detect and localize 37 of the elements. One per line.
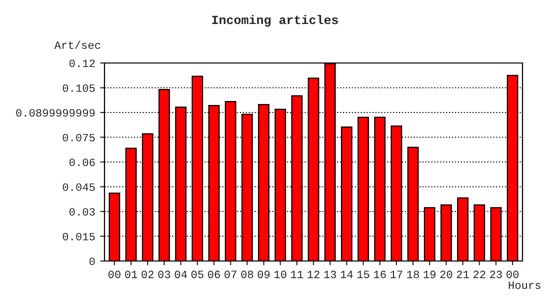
x-tick-label: 02 bbox=[142, 270, 154, 278]
y-tick-label: 0.015 bbox=[62, 232, 95, 240]
x-tick-label: 23 bbox=[490, 270, 502, 278]
x-tick-label: 05 bbox=[191, 270, 204, 278]
x-tick-label: 08 bbox=[241, 270, 254, 278]
x-tick-label: 21 bbox=[456, 270, 469, 278]
x-tick-label: 16 bbox=[374, 270, 386, 278]
x-tick-label: 01 bbox=[125, 270, 138, 278]
y-tick-label: 0.105 bbox=[62, 84, 95, 92]
x-tick-label: 03 bbox=[158, 270, 170, 278]
x-axis-title: Hours bbox=[508, 282, 540, 289]
x-tick-label: 13 bbox=[324, 270, 336, 278]
x-tick-label: 10 bbox=[274, 270, 286, 278]
y-tick-label: 0.045 bbox=[62, 183, 95, 191]
x-tick-label: 06 bbox=[208, 270, 220, 278]
x-tick-label: 12 bbox=[308, 270, 320, 278]
x-tick-label: 00 bbox=[506, 270, 519, 278]
x-tick-label: 15 bbox=[357, 270, 370, 278]
x-tick-label: 09 bbox=[258, 270, 270, 278]
y-tick-label: 0.06 bbox=[69, 158, 95, 166]
x-tick-label: 22 bbox=[473, 270, 486, 278]
x-tick-label: 00 bbox=[108, 270, 120, 278]
x-tick-label: 18 bbox=[407, 270, 419, 278]
x-tick-label: 20 bbox=[440, 270, 452, 278]
chart-title: Incoming articles bbox=[212, 15, 338, 27]
y-tick-label: 0 bbox=[89, 258, 95, 266]
y-axis-title: Art/sec bbox=[54, 40, 100, 49]
x-tick-label: 07 bbox=[224, 270, 236, 278]
x-tick-label: 04 bbox=[174, 270, 187, 278]
x-tick-label: 11 bbox=[291, 270, 304, 278]
x-tick-label: 17 bbox=[390, 270, 402, 278]
y-tick-label: 0.075 bbox=[62, 134, 95, 142]
y-tick-label: 0.03 bbox=[69, 208, 95, 216]
y-tick-label: 0.0899999999 bbox=[16, 109, 95, 117]
x-tick-label: 19 bbox=[424, 270, 436, 278]
y-tick-label: 0.12 bbox=[69, 60, 95, 68]
x-tick-label: 14 bbox=[340, 270, 353, 278]
